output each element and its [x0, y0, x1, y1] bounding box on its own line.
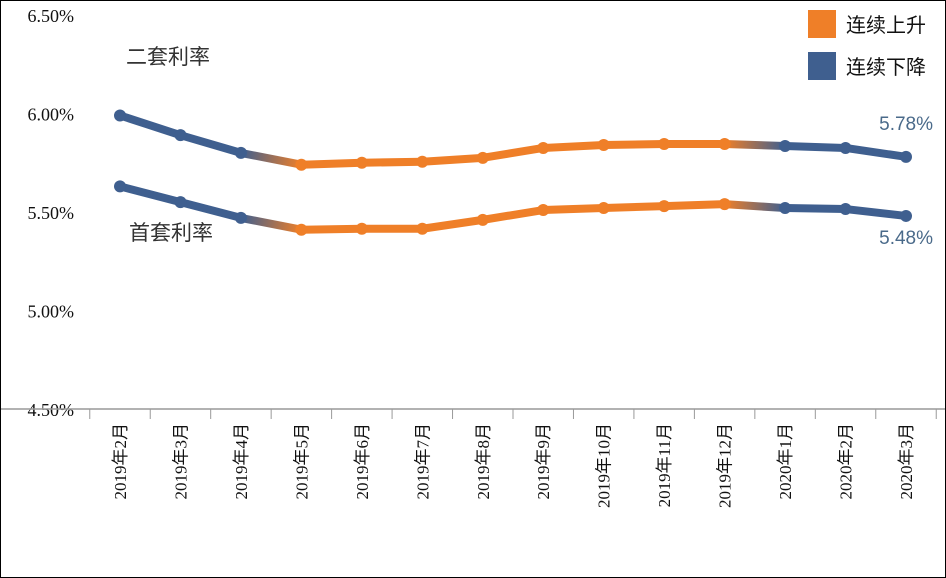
x-tick-label: 2019年6月: [353, 423, 372, 500]
legend-label-falling: 连续下降: [846, 55, 926, 79]
x-tick-label: 2019年7月: [413, 423, 432, 500]
end-label-first-home-rate: 5.48%: [879, 228, 933, 249]
series-points: [114, 109, 912, 236]
series-segment: [357, 157, 427, 167]
data-point: [416, 155, 429, 168]
series-segment: [539, 141, 608, 152]
y-tick-label: 5.00%: [28, 302, 75, 322]
y-tick-label: 6.00%: [28, 105, 75, 125]
x-tick-label: 2020年2月: [837, 423, 856, 500]
data-point: [295, 158, 308, 171]
data-point: [537, 204, 550, 217]
data-point: [234, 146, 247, 159]
x-tick-label: 2019年2月: [111, 423, 130, 500]
data-point: [174, 129, 187, 142]
x-tick-label: 2020年1月: [776, 423, 795, 500]
data-point: [174, 196, 187, 209]
data-point: [718, 198, 731, 211]
x-tick-label: 2019年11月: [655, 423, 674, 507]
data-point: [476, 213, 489, 226]
data-point: [355, 156, 368, 169]
x-tick-label: 2019年10月: [595, 423, 614, 508]
series-segment: [660, 200, 729, 211]
series-segment: [116, 111, 185, 140]
series-segment: [599, 202, 669, 213]
data-point: [537, 141, 550, 154]
data-point: [658, 138, 671, 151]
legend-swatch-falling: [808, 52, 836, 80]
series-segment: [297, 158, 366, 169]
legend-label-rising: 连续上升: [846, 13, 926, 37]
series-segment: [418, 153, 487, 166]
data-point: [718, 138, 731, 151]
series-segment: [781, 204, 850, 214]
y-axis-ticks: 4.50% 5.00% 5.50% 6.00% 6.50%: [28, 6, 75, 420]
legend: 连续上升 连续下降: [808, 10, 926, 80]
x-tick-label: 2019年8月: [474, 423, 493, 500]
x-tick-label: 2019年3月: [171, 423, 190, 500]
y-tick-label: 5.50%: [28, 203, 75, 223]
series-segment: [478, 206, 548, 224]
data-point: [779, 202, 792, 215]
series-segment: [176, 131, 245, 157]
legend-swatch-rising: [808, 10, 836, 38]
series-segment: [418, 215, 487, 233]
y-tick-label: 4.50%: [28, 400, 75, 420]
x-tick-label: 2019年9月: [534, 423, 553, 500]
series-label-first-home-rate: 首套利率: [129, 221, 213, 245]
series-segment: [720, 140, 790, 151]
x-tick-label: 2019年12月: [716, 423, 735, 508]
data-point: [839, 141, 852, 154]
series-segment: [478, 143, 548, 162]
data-point: [900, 209, 912, 222]
series-segments: [116, 111, 910, 234]
data-point: [900, 150, 912, 163]
series-segment: [236, 213, 306, 234]
series-segment: [236, 148, 306, 169]
end-label-second-home-rate: 5.78%: [879, 114, 933, 135]
series-segment: [841, 205, 910, 220]
series-segment: [297, 224, 366, 234]
data-point: [476, 151, 489, 164]
x-tick-label: 2020年3月: [897, 423, 916, 500]
data-point: [779, 140, 792, 153]
series-label-second-home-rate: 二套利率: [126, 45, 210, 69]
data-point: [114, 109, 126, 122]
x-axis-ticks: 2019年2月 2019年3月 2019年4月 2019年5月 2019年6月 2019年…: [89, 409, 937, 508]
series-segment: [539, 204, 608, 215]
data-point: [234, 211, 247, 224]
data-point: [114, 180, 126, 193]
y-tick-label: 6.50%: [28, 6, 75, 26]
data-point: [295, 223, 308, 236]
series-segment: [781, 142, 850, 152]
series-segment: [176, 198, 245, 222]
data-point: [416, 222, 429, 235]
series-segment: [720, 200, 790, 213]
data-point: [597, 139, 610, 152]
data-point: [839, 203, 852, 216]
data-point: [597, 202, 610, 215]
data-point: [658, 200, 671, 213]
series-segment: [841, 143, 910, 161]
series-segment: [599, 140, 669, 150]
data-point: [355, 222, 368, 235]
series-segment: [116, 182, 185, 207]
x-tick-label: 2019年4月: [232, 423, 251, 500]
x-tick-label: 2019年5月: [292, 423, 311, 500]
